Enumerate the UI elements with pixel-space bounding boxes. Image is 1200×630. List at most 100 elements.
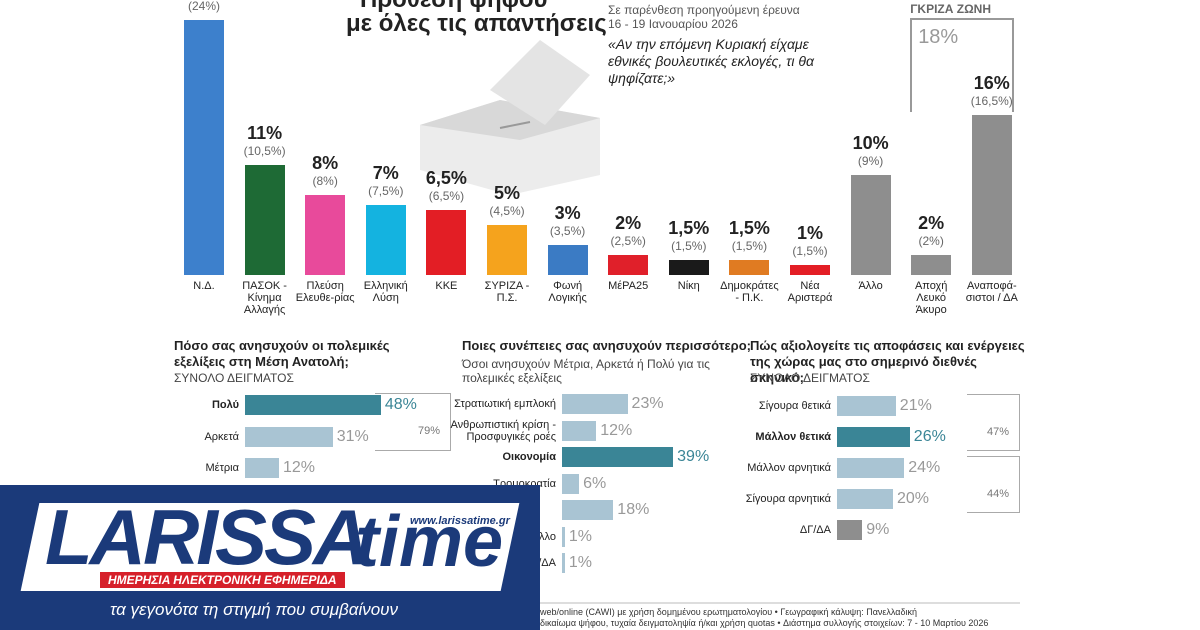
category-label: Πλεύση Ελευθε-ρίας <box>295 280 355 304</box>
category-label: Νέα Αριστερά <box>787 280 833 304</box>
value-label: 8% <box>312 153 339 173</box>
logo-name-left: LARISSA <box>45 493 369 581</box>
category-label: Άλλο <box>858 280 883 292</box>
value-label: 3% <box>554 203 581 223</box>
value-label: 1,5% <box>668 218 710 238</box>
bar <box>837 396 896 416</box>
value-label: 1% <box>796 223 823 243</box>
grey-zone-value: 18% <box>918 26 959 48</box>
bar <box>837 520 863 540</box>
bar <box>562 473 580 494</box>
value-label: 21% <box>899 397 932 414</box>
chart-title: Πρόθεση ψήφου <box>360 0 548 14</box>
previous-label: (2,5%) <box>610 234 646 248</box>
bar <box>850 175 891 275</box>
category-label: ΣΥΡΙΖΑ - Π.Σ. <box>484 280 530 304</box>
value-label: 1,5% <box>728 218 770 238</box>
value-label: 2% <box>918 213 945 233</box>
bar <box>245 458 279 478</box>
category-label: Σίγουρα θετικά <box>758 400 831 412</box>
logo-url: www.larissatime.gr <box>410 515 510 527</box>
value-label: 31% <box>336 427 369 445</box>
previous-label: (9%) <box>857 154 884 168</box>
chart-title: Πόσο σας ανησυχούν οι πολεμικές εξελίξει… <box>174 338 390 369</box>
bracket <box>967 394 1020 451</box>
bracket-label: 44% <box>987 487 1010 500</box>
category-label: Αποχή Λευκό Άκυρο <box>914 280 948 316</box>
category-label: Πολύ <box>211 399 239 411</box>
logo-name-right: time <box>355 502 504 582</box>
bar <box>184 20 224 275</box>
bar <box>729 260 770 275</box>
bar <box>562 420 597 441</box>
previous-label: (1,5%) <box>792 244 828 258</box>
value-label: 39% <box>677 448 710 465</box>
category-label: ΠΑΣΟΚ - Κίνημα Αλλαγής <box>242 280 287 316</box>
ballot-slot <box>499 121 531 129</box>
bar <box>426 210 467 275</box>
value-label: 7% <box>372 163 399 183</box>
value-label: 16% <box>973 73 1010 93</box>
note: Σε παρένθεση προηγούμενη έρευνα <box>608 3 800 17</box>
category-label: Μέτρια <box>205 462 239 474</box>
bar <box>837 427 910 447</box>
category-label: ΔΓ/ΔΑ <box>799 524 831 536</box>
value-label: 48% <box>384 396 417 413</box>
value-label: 24% <box>908 459 941 476</box>
category-label: Ελληνική Λύση <box>363 280 408 304</box>
category-label: Οικονομία <box>502 451 557 463</box>
question: «Αν την επόμενη Κυριακή είχαμε εθνικές β… <box>608 36 814 86</box>
logo: LARISSA time www.larissatime.gr ΗΜΕΡΗΣΙΑ ΗΛ… <box>0 485 540 630</box>
logo-tagline: ΗΜΕΡΗΣΙΑ ΗΛΕΚΤΡΟΝΙΚΗ ΕΦΗΜΕΡΙΔΑ <box>100 572 345 588</box>
previous-label: (2%) <box>918 234 944 248</box>
chart-title: Πώς αξιολογείτε τις αποφάσεις και ενέργε… <box>750 338 1025 385</box>
value-label: 23% <box>631 395 664 412</box>
category-label: Δημοκράτες - Π.Κ. <box>720 280 779 304</box>
chart-subtitle: με όλες τις απαντήσεις <box>346 10 607 37</box>
bar <box>562 526 565 547</box>
category-label: Νίκη <box>677 280 700 292</box>
grey-zone-label: ΓΚΡΙΖΑ ΖΩΝΗ <box>910 2 992 16</box>
chart-subtitle: Όσοι ανησυχούν Μέτρια, Αρκετά ή Πολύ για… <box>462 357 710 385</box>
bracket-label: 79% <box>418 424 441 437</box>
chart-title: Ποιες συνέπειες σας ανησυχούν περισσότερ… <box>462 338 751 353</box>
bar <box>971 115 1012 275</box>
bracket <box>375 393 451 451</box>
previous-label: (8%) <box>312 174 338 188</box>
bar <box>837 458 905 478</box>
value-label: 6,5% <box>425 168 467 188</box>
category-label: Ανθρωπιστική κρίση - Προσφυγικές ροές <box>450 418 556 443</box>
bar <box>547 245 588 275</box>
bar <box>562 553 565 573</box>
previous-label: (16,5%) <box>970 94 1013 108</box>
value-label: 1% <box>568 527 592 545</box>
bracket <box>967 456 1020 513</box>
period: 16 - 19 Ιανουαρίου 2026 <box>608 17 738 31</box>
previous-label: (3,5%) <box>549 224 586 238</box>
value-label: 18% <box>617 501 650 518</box>
category-label: Αρκετά <box>204 430 239 443</box>
bar <box>790 265 830 275</box>
value-label: 5% <box>493 183 520 203</box>
logo-slogan: τα γεγονότα τη στιγμή που συμβαίνουν <box>110 600 399 619</box>
category-label: Μάλλον θετικά <box>755 431 831 443</box>
value-label: 12% <box>282 459 315 476</box>
bar <box>562 394 628 414</box>
value-label: 20% <box>897 490 930 507</box>
previous-label: (10,5%) <box>243 144 286 158</box>
bar <box>562 500 614 520</box>
ballot-paper <box>490 40 590 125</box>
previous-label: (6,5%) <box>428 189 465 203</box>
category-label: ΚΚΕ <box>435 280 458 292</box>
bar <box>244 165 285 275</box>
value-label: 6% <box>583 474 607 492</box>
category-label: Αναποφά-σιστοι / ΔΑ <box>965 280 1018 304</box>
value-label: 26% <box>913 428 946 445</box>
category-label: Σίγουρα αρνητικά <box>745 493 831 505</box>
category-label: Στρατιωτική εμπλοκή <box>454 398 556 410</box>
bar <box>245 395 381 415</box>
category-label: Ν.Δ. <box>193 280 215 292</box>
bar <box>245 426 333 447</box>
bracket-label: 47% <box>987 425 1010 438</box>
